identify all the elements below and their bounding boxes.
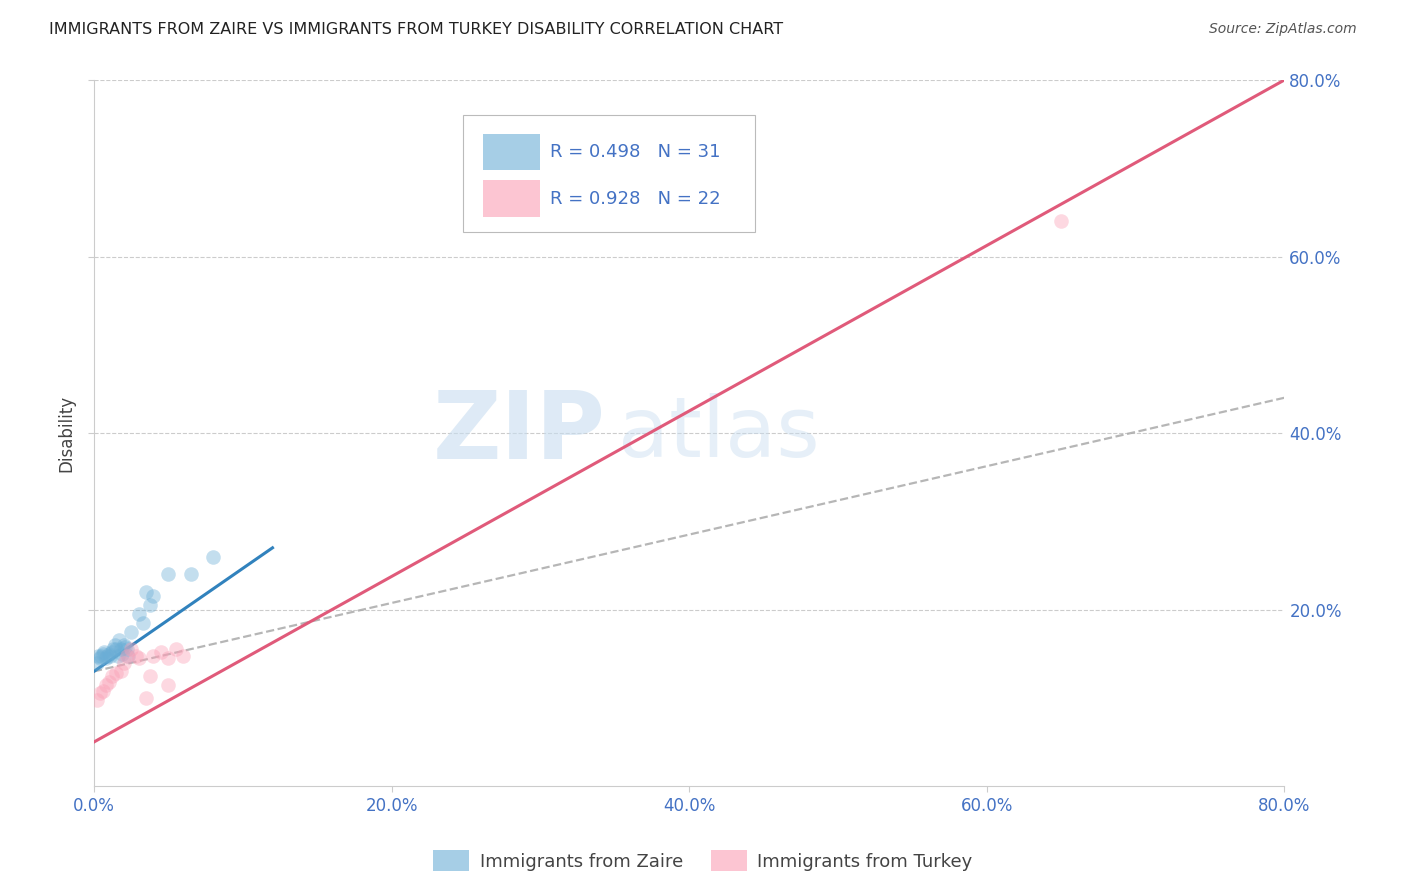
Point [105,666,128,681]
Text: R = 0.498   N = 31: R = 0.498 N = 31 [550,143,720,161]
Point [165,642,187,657]
Point [87,648,110,663]
Text: IMMIGRANTS FROM ZAIRE VS IMMIGRANTS FROM TURKEY DISABILITY CORRELATION CHART: IMMIGRANTS FROM ZAIRE VS IMMIGRANTS FROM… [49,22,783,37]
FancyBboxPatch shape [484,180,540,217]
Point [104,638,127,652]
Point [86,692,108,706]
FancyBboxPatch shape [484,134,540,170]
Point [115,642,138,657]
Point [101,669,124,683]
Point [120,624,142,639]
Legend: Immigrants from Zaire, Immigrants from Turkey: Immigrants from Zaire, Immigrants from T… [426,843,980,879]
Point [149,645,172,659]
Point [108,633,131,648]
FancyBboxPatch shape [463,115,755,232]
Point [97,647,120,661]
Point [90,648,112,663]
Point [172,648,194,663]
Point [135,585,157,599]
Point [135,690,157,705]
Point [112,656,135,670]
Point [111,647,134,661]
Point [86,656,108,670]
Point [101,645,124,659]
Point [201,549,224,564]
Point [93,645,115,659]
Point [128,651,150,665]
Text: atlas: atlas [617,392,820,474]
Point [103,642,125,657]
Point [105,642,128,657]
Text: ZIP: ZIP [433,387,606,479]
Point [110,642,132,657]
Point [107,648,129,663]
Point [112,638,135,652]
Point [128,607,150,621]
Point [114,640,136,654]
Point [157,651,180,665]
Point [89,651,111,665]
Point [142,648,165,663]
Point [180,567,202,582]
Point [139,598,162,612]
Point [157,678,180,692]
Point [120,642,142,657]
Y-axis label: Disability: Disability [58,394,75,472]
Point [94,651,117,665]
Point [139,669,162,683]
Point [94,678,117,692]
Point [142,590,165,604]
Point [117,648,139,663]
Point [97,675,120,690]
Point [1050,214,1073,228]
Point [98,648,121,663]
Point [124,648,146,663]
Text: Source: ZipAtlas.com: Source: ZipAtlas.com [1209,22,1357,37]
Point [96,648,118,663]
Point [91,683,114,698]
Point [115,648,138,663]
Point [157,567,180,582]
Point [89,686,111,700]
Point [132,615,155,630]
Point [91,647,114,661]
Text: R = 0.928   N = 22: R = 0.928 N = 22 [550,190,720,208]
Point [110,665,132,679]
